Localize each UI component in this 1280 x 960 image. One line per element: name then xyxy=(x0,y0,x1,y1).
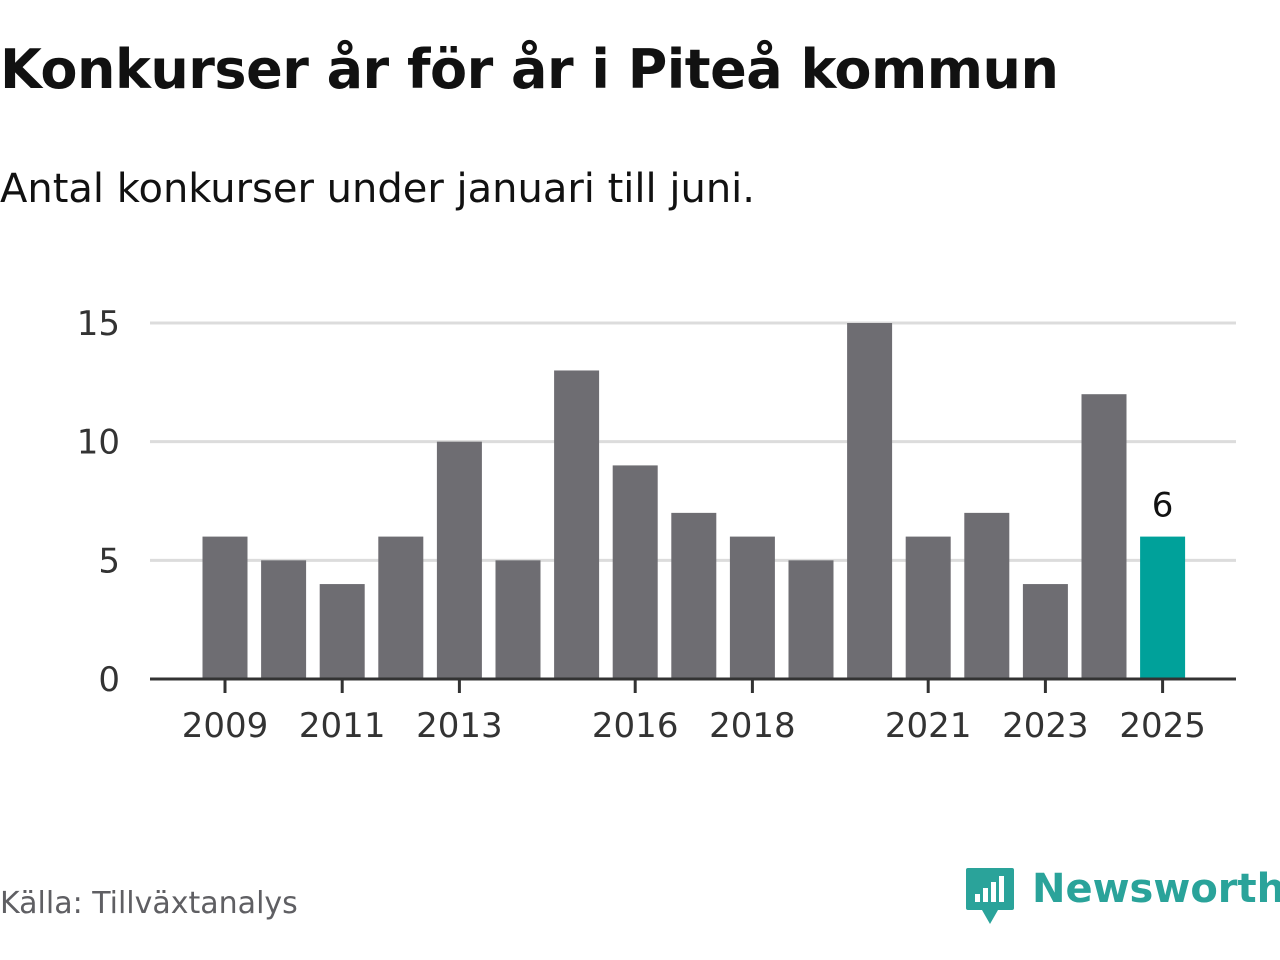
y-tick-label: 0 xyxy=(98,660,120,700)
chart-title: Konkurser år för år i Piteå kommun xyxy=(0,38,1059,101)
bar xyxy=(671,512,717,679)
y-tick-label: 15 xyxy=(77,304,120,344)
data-label: 6 xyxy=(1152,486,1174,526)
bar xyxy=(436,441,482,679)
x-tick-label: 2009 xyxy=(182,706,269,746)
bar xyxy=(495,560,541,679)
bar xyxy=(905,536,951,679)
bar xyxy=(1140,536,1186,679)
bar xyxy=(554,370,600,679)
bar xyxy=(1022,584,1068,679)
y-tick-label: 10 xyxy=(77,423,120,463)
chart-subtitle: Antal konkurser under januari till juni. xyxy=(0,166,755,212)
x-tick-label: 2018 xyxy=(709,706,796,746)
bar xyxy=(261,560,307,679)
brand-name: Newsworthy xyxy=(1032,866,1280,912)
source-note: Källa: Tillväxtanalys xyxy=(0,886,298,921)
bar xyxy=(612,465,658,679)
bar xyxy=(788,560,834,679)
x-tick-label: 2023 xyxy=(1002,706,1089,746)
bar xyxy=(378,536,424,679)
bar xyxy=(964,512,1010,679)
x-tick-label: 2013 xyxy=(416,706,503,746)
brand: Newsworthy xyxy=(964,866,1280,928)
x-tick-label: 2025 xyxy=(1119,706,1206,746)
x-tick-label: 2016 xyxy=(592,706,679,746)
x-tick-label: 2021 xyxy=(885,706,972,746)
bar xyxy=(729,536,775,679)
bar xyxy=(319,584,365,679)
bar xyxy=(1081,394,1127,679)
newsworthy-logo-icon xyxy=(966,868,1014,924)
y-tick-label: 5 xyxy=(98,541,120,581)
x-tick-label: 2011 xyxy=(299,706,386,746)
bar xyxy=(847,323,893,679)
bar-chart: 0 5 10 15 6 2009 2011 2013 2016 2018 2021 2023 2025 xyxy=(77,304,1236,746)
bar xyxy=(202,536,248,679)
